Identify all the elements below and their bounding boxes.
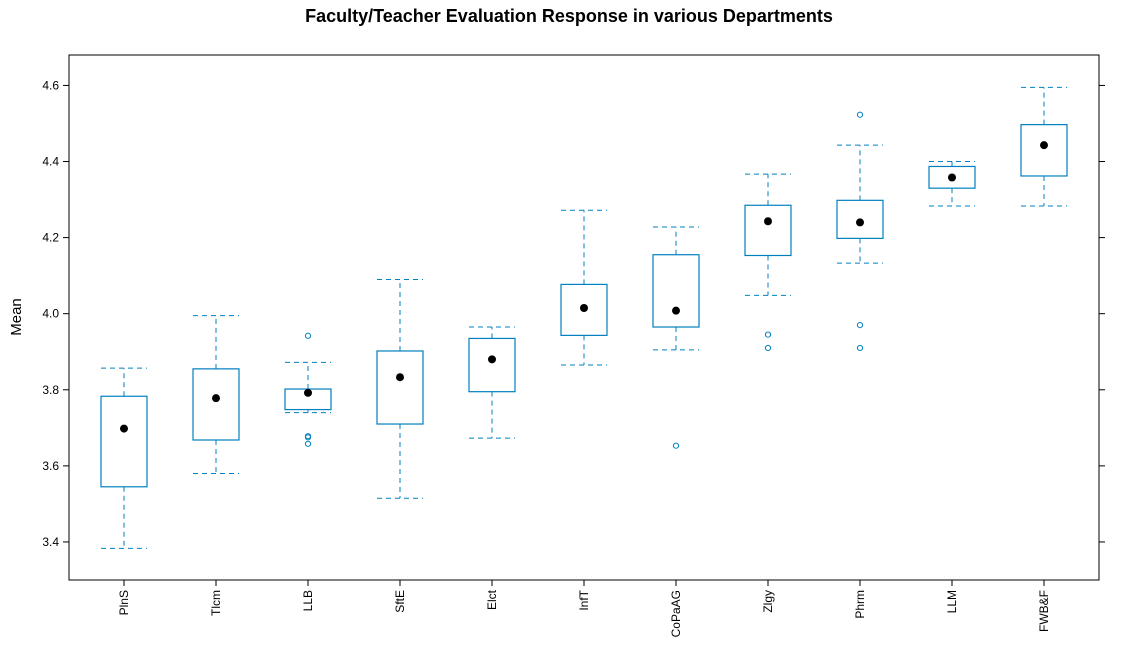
x-tick-label: Zlgy: [761, 590, 775, 613]
outlier-point: [856, 111, 864, 118]
outlier-point: [856, 344, 864, 352]
outlier-point: [304, 440, 312, 447]
median-dot: [1040, 141, 1048, 150]
box-copaag: [652, 226, 700, 449]
box-llm: [928, 161, 976, 207]
median-dot: [396, 373, 404, 382]
median-dot: [764, 217, 772, 226]
box-fwb-f: [1020, 86, 1068, 207]
x-tick-label: CoPaAG: [669, 590, 683, 637]
median-dot: [580, 303, 588, 312]
outlier-point: [764, 344, 772, 352]
box-elct: [468, 326, 516, 439]
chart-title: Faculty/Teacher Evaluation Response in v…: [305, 6, 833, 26]
y-tick-label: 4.2: [42, 231, 59, 245]
median-dot: [304, 388, 312, 397]
x-tick-label: Elct: [485, 589, 499, 610]
outlier-point: [304, 434, 312, 441]
iqr-box: [468, 337, 516, 393]
x-tick-label: SftE: [393, 590, 407, 613]
boxes-layer: [100, 86, 1068, 549]
median-dot: [488, 355, 496, 364]
median-dot: [856, 218, 864, 227]
iqr-box: [100, 395, 148, 488]
y-tick-label: 3.4: [42, 535, 59, 549]
iqr-box: [376, 350, 424, 425]
y-tick-label: 3.6: [42, 459, 59, 473]
y-tick-label: 4.6: [42, 78, 59, 92]
median-dot: [212, 394, 220, 403]
outlier-point: [672, 442, 680, 449]
box-phrm: [836, 111, 884, 352]
iqr-box: [652, 254, 700, 328]
box-llb: [284, 332, 332, 447]
outlier-point: [856, 322, 864, 329]
median-dot: [948, 173, 956, 182]
y-tick-label: 4.0: [42, 307, 59, 321]
y-axis: 3.4 3.6 3.8 4.0 4.2 4.4 4.6: [42, 78, 1105, 549]
y-tick-label: 4.4: [42, 155, 59, 169]
box-plns: [100, 367, 148, 549]
median-dot: [672, 306, 680, 315]
outlier-point: [764, 331, 772, 338]
box-tlcm: [192, 315, 240, 474]
x-tick-label: InfT: [577, 589, 591, 610]
outlier-point: [304, 332, 312, 339]
y-axis-label: Mean: [8, 298, 25, 336]
median-dot: [120, 424, 128, 433]
x-tick-label: PlnS: [117, 590, 131, 615]
y-tick-label: 3.8: [42, 383, 59, 397]
box-inft: [560, 209, 608, 366]
iqr-box: [1020, 124, 1068, 177]
x-tick-label: LLM: [945, 590, 959, 613]
x-axis: PlnS Tlcm LLB SftE Elct InfT CoPaAG Zlgy Phrm LLM…: [117, 580, 1051, 637]
box-zlgy: [744, 173, 792, 352]
x-tick-label: FWB&F: [1037, 590, 1051, 632]
x-tick-label: Tlcm: [209, 590, 223, 616]
x-tick-label: LLB: [301, 590, 315, 611]
box-sfte: [376, 278, 424, 499]
x-tick-label: Phrm: [853, 590, 867, 619]
iqr-box: [192, 368, 240, 441]
iqr-box: [744, 204, 792, 257]
